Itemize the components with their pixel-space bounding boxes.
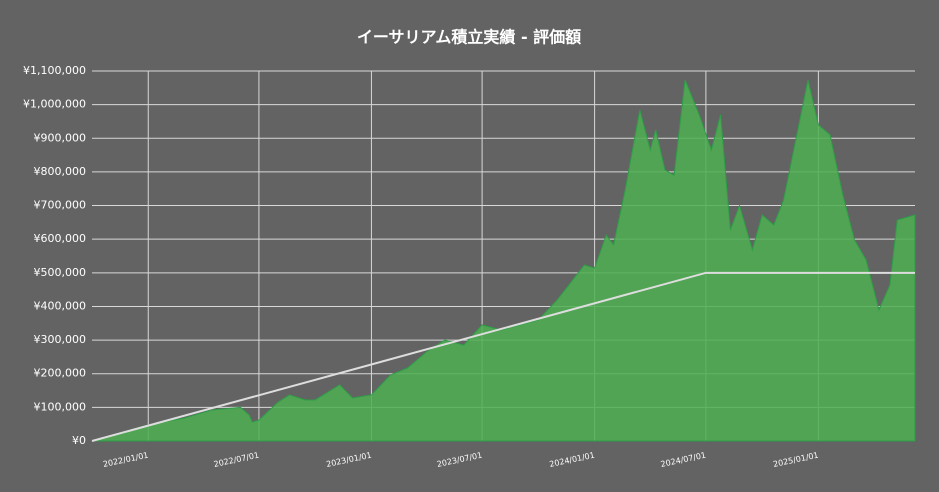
y-tick-label: ¥600,000 xyxy=(34,232,87,245)
y-tick-label: ¥300,000 xyxy=(34,333,87,346)
area xyxy=(91,79,916,442)
y-tick-label: ¥700,000 xyxy=(34,199,87,212)
y-tick-label: ¥0 xyxy=(72,434,86,447)
chart-title: イーサリアム積立実績 - 評価額 xyxy=(357,28,581,47)
y-tick-label: ¥400,000 xyxy=(34,299,87,312)
y-tick-label: ¥200,000 xyxy=(34,367,87,380)
y-tick-label: ¥100,000 xyxy=(34,400,87,413)
y-tick-label: ¥800,000 xyxy=(34,165,87,178)
line xyxy=(91,271,915,442)
y-tick-label: ¥500,000 xyxy=(34,266,87,279)
y-tick-label: ¥1,000,000 xyxy=(23,98,86,111)
y-tick-label: ¥900,000 xyxy=(34,131,87,144)
y-tick-label: ¥1,100,000 xyxy=(23,64,86,77)
